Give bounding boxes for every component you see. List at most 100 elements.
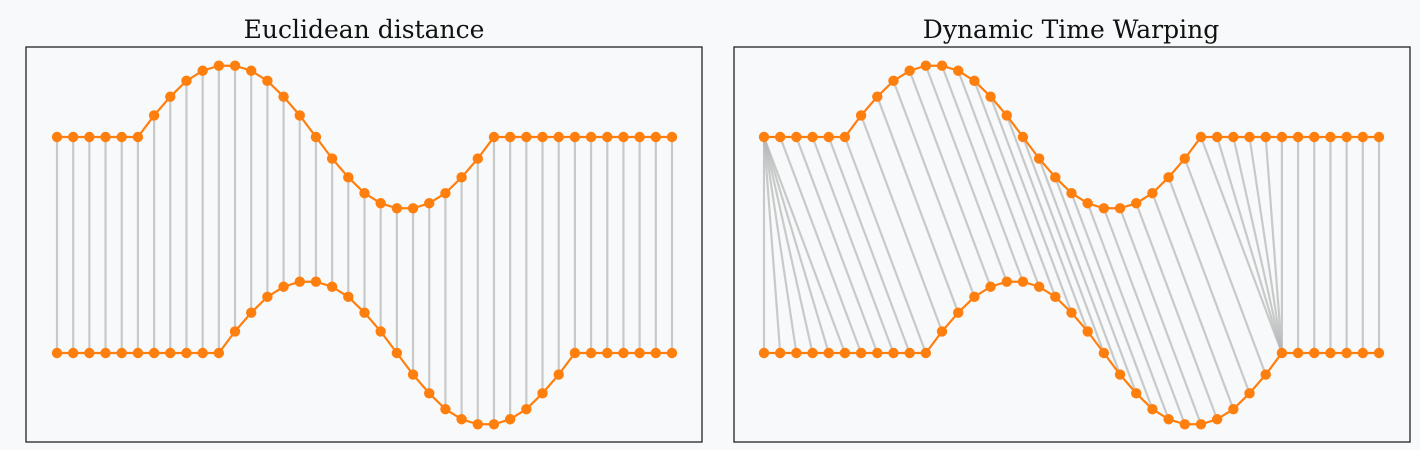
data-point-bottom [1147, 403, 1158, 415]
data-point-bottom [504, 414, 516, 425]
data-point-top [1082, 198, 1093, 209]
match-link [860, 115, 944, 332]
data-point-bottom [650, 347, 662, 359]
data-point-top [1211, 131, 1223, 143]
data-point-top [1325, 131, 1336, 143]
match-link [1135, 202, 1219, 420]
match-link [811, 136, 895, 354]
match-links-dtw [762, 65, 1381, 425]
data-point-top [1131, 198, 1142, 209]
match-link [1102, 207, 1186, 425]
data-point-bottom [488, 419, 500, 430]
panel-title-euclidean: Euclidean distance [244, 15, 485, 44]
data-point-bottom [472, 419, 483, 430]
data-point-bottom [1114, 369, 1126, 380]
data-point-top [116, 131, 127, 143]
data-point-top [1276, 131, 1288, 143]
data-point-bottom [1033, 281, 1045, 292]
data-point-bottom [1228, 403, 1239, 415]
data-point-bottom [1244, 388, 1255, 399]
data-point-bottom [1292, 347, 1304, 359]
data-point-bottom [1357, 347, 1369, 359]
data-point-top [1195, 131, 1207, 143]
data-point-top [666, 131, 678, 143]
data-point-bottom [407, 369, 419, 380]
series-group-euclidean [51, 60, 678, 430]
data-point-top [67, 131, 79, 143]
data-point-top [440, 187, 451, 199]
data-point-bottom [1050, 291, 1061, 303]
data-point-bottom [666, 347, 678, 359]
data-point-top [51, 131, 63, 143]
data-point-top [634, 131, 645, 143]
data-point-top [872, 91, 883, 102]
data-point-top [1001, 110, 1012, 121]
data-point-top [774, 131, 786, 143]
data-point-bottom [569, 347, 581, 359]
data-point-bottom [1309, 347, 1320, 359]
data-point-bottom [537, 388, 548, 399]
data-point-top [602, 131, 613, 143]
data-point-top [132, 131, 144, 143]
data-point-bottom [326, 281, 338, 292]
data-point-bottom [1066, 307, 1077, 318]
data-point-top [1098, 203, 1110, 214]
match-link [957, 70, 1041, 288]
plot-frame-dtw [733, 46, 1411, 443]
data-point-top [936, 60, 948, 71]
data-point-top [1260, 131, 1271, 143]
plot-frame-euclidean [25, 46, 703, 443]
data-point-top [1147, 187, 1158, 199]
data-point-top [375, 198, 386, 209]
data-point-bottom [1163, 414, 1174, 425]
data-point-bottom [1276, 347, 1288, 359]
data-point-bottom [278, 281, 289, 292]
data-point-bottom [985, 281, 996, 292]
data-point-bottom [855, 347, 867, 359]
data-point-top [472, 153, 483, 164]
match-link [795, 136, 879, 354]
panel-title-dtw: Dynamic Time Warping [923, 15, 1219, 44]
data-point-top [1292, 131, 1304, 143]
match-link [1199, 136, 1283, 354]
match-link [762, 136, 846, 354]
data-point-top [148, 110, 160, 121]
match-link [1086, 202, 1170, 420]
data-point-top [1114, 203, 1126, 214]
data-point-top [294, 110, 305, 121]
data-point-bottom [807, 347, 818, 359]
data-point-top [985, 91, 996, 102]
data-point-bottom [84, 347, 95, 359]
data-point-top [953, 65, 964, 76]
data-point-top [888, 75, 899, 87]
data-point-bottom [440, 403, 451, 415]
data-point-top [262, 75, 273, 87]
match-link [924, 65, 1008, 283]
data-point-top [197, 65, 208, 76]
panel-dtw: Dynamic Time Warping [733, 15, 1411, 443]
data-point-top [1309, 131, 1320, 143]
match-link [908, 70, 992, 288]
data-point-bottom [969, 291, 980, 303]
match-link [1183, 158, 1267, 375]
data-point-bottom [375, 326, 386, 337]
data-point-top [618, 131, 629, 143]
data-point-bottom [758, 347, 770, 359]
data-point-bottom [100, 347, 111, 359]
data-point-top [1163, 172, 1174, 183]
match-link [762, 136, 782, 354]
match-link [1038, 158, 1122, 375]
data-point-bottom [1211, 414, 1223, 425]
data-point-top [791, 131, 802, 143]
data-point-top [537, 131, 548, 143]
data-point-top [1017, 131, 1029, 143]
data-point-top [1228, 131, 1239, 143]
match-link [973, 80, 1057, 298]
data-point-bottom [553, 369, 564, 380]
data-point-bottom [618, 347, 629, 359]
match-link [1264, 136, 1283, 354]
data-point-top [278, 91, 289, 102]
data-point-top [229, 60, 241, 71]
data-point-bottom [246, 307, 257, 318]
